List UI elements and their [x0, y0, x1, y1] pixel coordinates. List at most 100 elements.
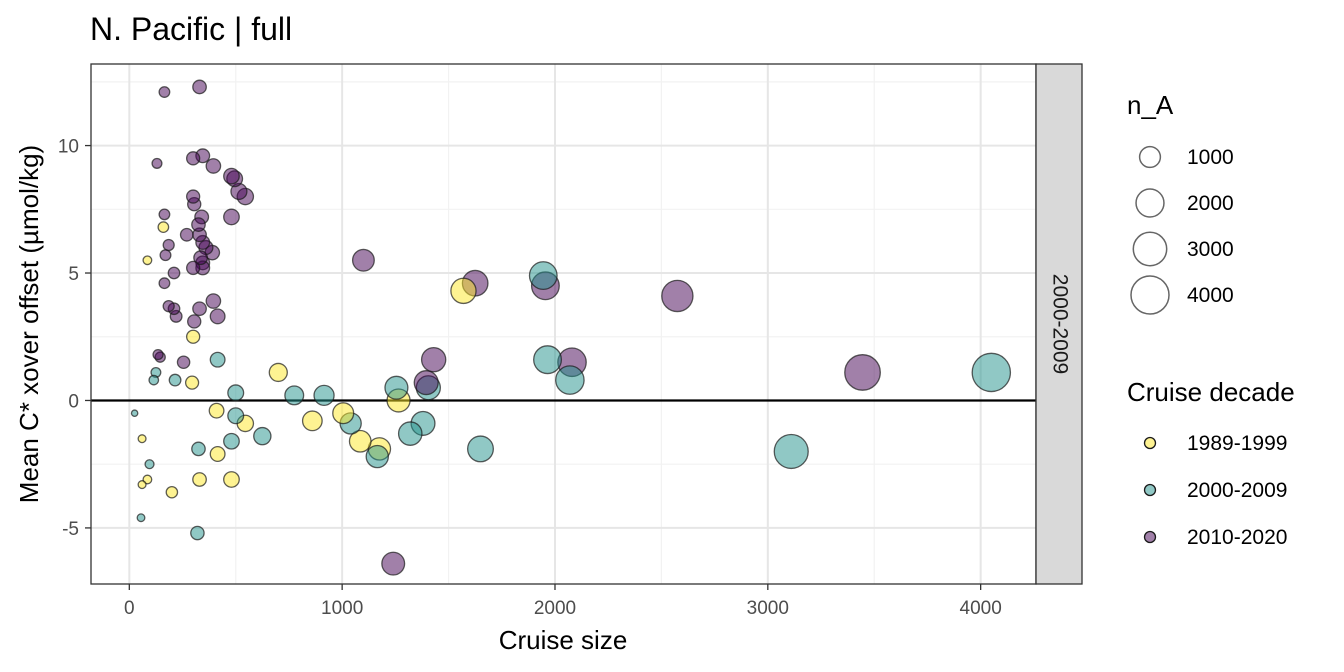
x-tick-label: 1000 — [321, 598, 363, 619]
color-legend-key — [1143, 483, 1157, 497]
data-point — [223, 167, 240, 185]
data-point — [159, 249, 172, 262]
data-point — [186, 151, 201, 166]
data-point — [661, 279, 694, 313]
data-point — [179, 227, 194, 242]
data-points — [130, 79, 1012, 576]
plot-panel — [91, 64, 1036, 584]
data-point — [253, 426, 272, 446]
data-point — [205, 293, 222, 309]
data-point — [268, 362, 288, 383]
data-point — [167, 266, 181, 280]
data-point — [844, 354, 881, 391]
data-point — [223, 432, 240, 450]
data-point — [162, 300, 175, 313]
color-legend-key — [1143, 436, 1157, 450]
data-point — [130, 409, 139, 418]
size-legend-key — [1138, 145, 1162, 169]
data-point — [301, 410, 323, 432]
data-point — [136, 513, 146, 523]
data-point — [148, 374, 160, 386]
data-point — [284, 385, 305, 406]
size-legend-key — [1130, 275, 1170, 315]
color-legend: 1989-1999 2000-2009 2010-2020 — [1143, 432, 1287, 549]
size-legend-key — [1132, 231, 1168, 267]
data-point — [365, 444, 389, 469]
data-point — [223, 471, 240, 488]
data-point — [223, 208, 240, 226]
data-point — [555, 365, 585, 395]
data-point — [186, 189, 201, 204]
size-legend-label: 4000 — [1187, 284, 1234, 307]
x-axis: 0 1000 2000 3000 4000 — [124, 584, 1002, 619]
y-axis-title: Mean C* xover offset (µmol/kg) — [14, 145, 44, 503]
y-tick-label: 10 — [58, 137, 79, 158]
data-point — [971, 352, 1012, 393]
x-tick-label: 2000 — [534, 598, 576, 619]
data-point — [397, 421, 423, 446]
data-point — [187, 314, 202, 329]
data-point — [209, 308, 226, 325]
size-legend-label: 1000 — [1187, 146, 1234, 169]
data-point — [413, 370, 439, 396]
data-point — [205, 158, 222, 174]
y-tick-label: -5 — [62, 519, 79, 540]
data-point — [186, 329, 201, 344]
data-point — [332, 402, 355, 425]
x-tick-label: 0 — [124, 598, 135, 619]
data-point — [184, 375, 200, 390]
data-point — [209, 351, 226, 368]
data-point — [192, 472, 207, 487]
data-point — [192, 301, 207, 317]
grid-minor — [91, 64, 1036, 584]
data-point — [142, 255, 153, 266]
data-point — [348, 429, 372, 453]
data-point — [151, 157, 163, 169]
data-point — [384, 375, 409, 400]
data-point — [227, 407, 245, 425]
size-legend-key — [1135, 188, 1165, 218]
data-point — [152, 348, 164, 361]
color-legend-label: 2010-2020 — [1187, 526, 1287, 549]
data-point — [208, 402, 225, 419]
data-point — [773, 433, 809, 470]
data-point — [351, 248, 375, 272]
y-tick-label: 0 — [68, 391, 79, 412]
data-point — [209, 446, 226, 462]
data-point — [137, 480, 147, 490]
data-point — [420, 346, 447, 373]
size-legend-label: 2000 — [1187, 192, 1234, 215]
facet-strip-label: 2000-2009 — [1048, 274, 1071, 374]
data-point — [191, 441, 206, 457]
data-point — [313, 384, 335, 407]
color-legend-title: Cruise decade — [1127, 377, 1295, 407]
data-point — [157, 221, 170, 234]
color-legend-key — [1143, 530, 1157, 544]
data-point — [193, 250, 209, 266]
data-point — [192, 79, 207, 95]
chart-title: N. Pacific | full — [90, 11, 292, 47]
color-legend-label: 2000-2009 — [1187, 479, 1287, 502]
data-point — [144, 459, 155, 470]
data-point — [168, 373, 182, 387]
data-point — [466, 435, 494, 463]
x-axis-title: Cruise size — [499, 625, 628, 655]
data-point — [450, 277, 477, 305]
data-point — [381, 551, 406, 576]
data-point — [137, 434, 147, 444]
data-point — [190, 525, 205, 541]
data-point — [528, 261, 558, 291]
data-point — [158, 208, 171, 221]
data-point — [227, 384, 245, 402]
data-point — [162, 238, 175, 252]
data-point — [176, 355, 191, 370]
data-point — [158, 86, 171, 98]
x-tick-label: 4000 — [960, 598, 1002, 619]
data-point — [158, 277, 171, 290]
data-point — [191, 217, 206, 232]
size-legend: 1000 2000 3000 4000 — [1130, 145, 1234, 315]
facet-strip — [1035, 63, 1083, 585]
y-tick-label: 5 — [68, 264, 79, 285]
size-legend-title: n_A — [1127, 90, 1174, 120]
data-point — [165, 485, 179, 499]
